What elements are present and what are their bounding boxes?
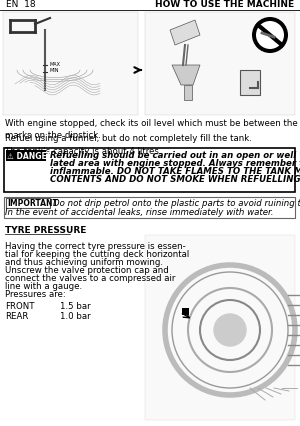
Text: TYRE PRESSURE: TYRE PRESSURE: [5, 226, 86, 235]
Text: Refuel using a funnel, but do not completely fill the tank.
The tank’s capacity : Refuel using a funnel, but do not comple…: [5, 134, 252, 155]
Text: 1.5 bar: 1.5 bar: [60, 302, 91, 311]
Circle shape: [214, 314, 246, 346]
Text: tial for keeping the cutting deck horizontal: tial for keeping the cutting deck horizo…: [5, 250, 189, 259]
Text: REAR: REAR: [5, 312, 28, 321]
Text: Unscrew the valve protection cap and: Unscrew the valve protection cap and: [5, 266, 169, 275]
FancyBboxPatch shape: [4, 197, 295, 218]
FancyBboxPatch shape: [3, 12, 138, 115]
Text: 1.0 bar: 1.0 bar: [60, 312, 91, 321]
FancyBboxPatch shape: [6, 150, 46, 161]
Text: EN  18: EN 18: [6, 0, 36, 9]
Text: Pressures are:: Pressures are:: [5, 290, 66, 299]
Text: FRONT: FRONT: [5, 302, 34, 311]
Text: connect the valves to a compressed air: connect the valves to a compressed air: [5, 274, 175, 283]
Text: With engine stopped, check its oil level which must be between the MIN and MAX
m: With engine stopped, check its oil level…: [5, 119, 300, 141]
Polygon shape: [170, 20, 200, 45]
Text: and thus achieving uniform mowing.: and thus achieving uniform mowing.: [5, 258, 163, 267]
FancyBboxPatch shape: [145, 12, 295, 115]
Polygon shape: [172, 65, 200, 85]
FancyBboxPatch shape: [184, 85, 192, 100]
FancyBboxPatch shape: [145, 235, 295, 420]
Text: MIN: MIN: [49, 69, 58, 74]
Text: CONTENTS AND DO NOT SMOKE WHEN REFUELLING.: CONTENTS AND DO NOT SMOKE WHEN REFUELLIN…: [50, 175, 300, 184]
Text: lated area with engine stopped. Always remember that petrol fumes are: lated area with engine stopped. Always r…: [50, 159, 300, 168]
Text: Refuelling should be carried out in an open or well venti-: Refuelling should be carried out in an o…: [50, 151, 300, 160]
Text: Do not drip petrol onto the plastic parts to avoid ruining them.: Do not drip petrol onto the plastic part…: [53, 199, 300, 208]
Text: MAX: MAX: [49, 61, 60, 66]
FancyBboxPatch shape: [4, 148, 295, 192]
FancyBboxPatch shape: [182, 308, 189, 315]
FancyBboxPatch shape: [6, 198, 50, 208]
Text: Having the correct tyre pressure is essen-: Having the correct tyre pressure is esse…: [5, 242, 186, 251]
Circle shape: [256, 21, 284, 49]
Circle shape: [252, 17, 288, 53]
Text: IMPORTANT: IMPORTANT: [7, 199, 58, 208]
Text: ⚠ DANGER!: ⚠ DANGER!: [7, 152, 56, 161]
Text: line with a gauge.: line with a gauge.: [5, 282, 82, 291]
Text: inflammable. DO NOT TAKE FLAMES TO THE TANK MOUTH TO VERIFY ITS: inflammable. DO NOT TAKE FLAMES TO THE T…: [50, 167, 300, 176]
Text: HOW TO USE THE MACHINE: HOW TO USE THE MACHINE: [155, 0, 294, 9]
FancyBboxPatch shape: [240, 70, 260, 95]
Text: In the event of accidental leaks, rinse immediately with water.: In the event of accidental leaks, rinse …: [5, 208, 274, 217]
